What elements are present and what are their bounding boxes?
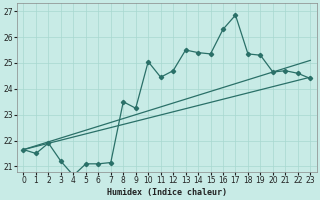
X-axis label: Humidex (Indice chaleur): Humidex (Indice chaleur) (107, 188, 227, 197)
